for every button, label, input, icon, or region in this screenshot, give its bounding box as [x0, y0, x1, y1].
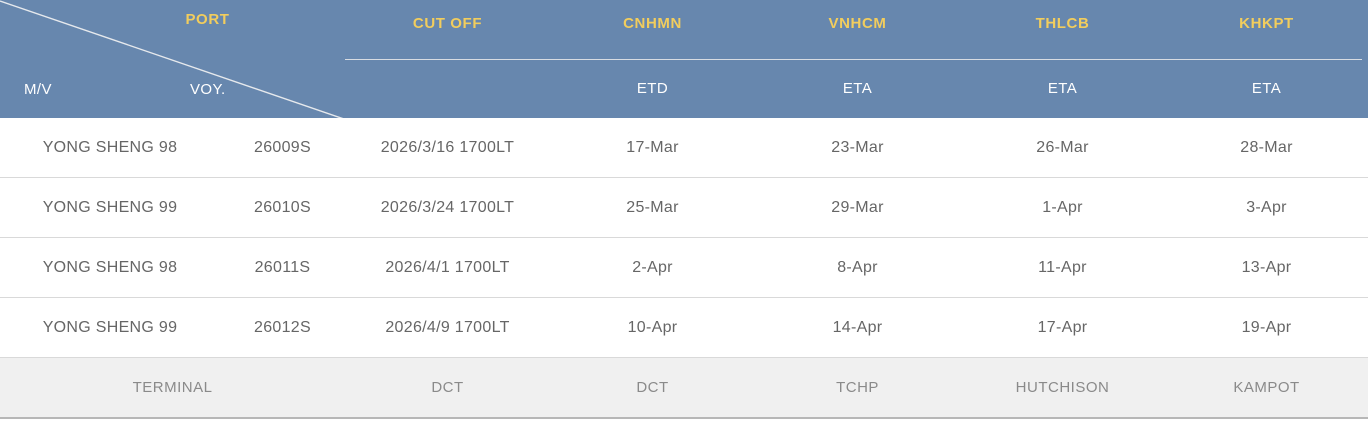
corner-port-label: PORT [185, 11, 230, 28]
terminal-label: TERMINAL [132, 379, 213, 396]
cutoff-cell: 2026/3/24 1700LT [380, 198, 515, 216]
cutoff-cell: 2026/3/16 1700LT [380, 138, 515, 156]
voyage-cell: 26009S [254, 138, 311, 156]
cnhmn-etd-cell: 10-Apr [627, 318, 678, 336]
vnhcm-eta-cell: 29-Mar [831, 198, 884, 216]
khkpt-eta-cell: 13-Apr [1241, 258, 1292, 276]
subheader-thlcb-eta: ETA [1047, 80, 1078, 97]
table-row: YONG SHENG 98 26009S 2026/3/16 1700LT 17… [0, 118, 1368, 178]
subheader-vnhcm-eta: ETA [842, 80, 873, 97]
vessel-name-cell: YONG SHENG 99 [42, 198, 178, 216]
thlcb-eta-cell: 11-Apr [1038, 258, 1087, 276]
cnhmn-etd-cell: 2-Apr [632, 258, 673, 276]
khkpt-eta-cell: 19-Apr [1241, 318, 1292, 336]
thlcb-eta-cell: 17-Apr [1037, 318, 1088, 336]
vessel-name-cell: YONG SHENG 98 [42, 138, 178, 156]
column-header-thlcb: THLCB [1035, 15, 1090, 32]
cnhmn-etd-cell: 25-Mar [626, 198, 679, 216]
vessel-name-cell: YONG SHENG 99 [42, 318, 178, 336]
terminal-row: TERMINAL DCT DCT TCHP HUTCHISON KAMPOT [0, 358, 1368, 417]
table-row: YONG SHENG 99 26010S 2026/3/24 1700LT 25… [0, 178, 1368, 238]
table-header: PORT M/V VOY. CUT OFF CNHMN VNHCM THLCB … [0, 0, 1368, 118]
vnhcm-eta-cell: 14-Apr [832, 318, 883, 336]
subheader-cutoff-empty [345, 59, 550, 118]
terminal-khkpt-cell: KAMPOT [1233, 379, 1300, 396]
cutoff-cell: 2026/4/9 1700LT [385, 318, 510, 336]
terminal-thlcb-cell: HUTCHISON [1015, 379, 1110, 396]
voyage-cell: 26012S [254, 318, 311, 336]
subheader-khkpt-eta: ETA [1251, 80, 1282, 97]
khkpt-eta-cell: 28-Mar [1240, 138, 1293, 156]
thlcb-eta-cell: 1-Apr [1042, 198, 1083, 216]
terminal-vnhcm-cell: TCHP [836, 379, 879, 396]
corner-vessel-label: M/V [24, 81, 52, 98]
vessel-name-cell: YONG SHENG 98 [42, 258, 178, 276]
vnhcm-eta-cell: 8-Apr [837, 258, 878, 276]
table-row: YONG SHENG 98 26011S 2026/4/1 1700LT 2-A… [0, 238, 1368, 298]
voyage-cell: 26011S [254, 258, 311, 276]
column-header-khkpt: KHKPT [1239, 15, 1294, 32]
table-bottom-border [0, 417, 1368, 419]
corner-voyage-label: VOY. [190, 81, 226, 98]
voyage-cell: 26010S [254, 198, 311, 216]
corner-header-cell: PORT M/V VOY. [0, 0, 345, 118]
terminal-cutoff-cell: DCT [431, 379, 464, 396]
terminal-cnhmn-cell: DCT [636, 379, 669, 396]
khkpt-eta-cell: 3-Apr [1246, 198, 1287, 216]
port-columns-header: CUT OFF CNHMN VNHCM THLCB KHKPT ETD ETA … [345, 0, 1368, 118]
column-header-vnhcm: VNHCM [828, 15, 887, 32]
vnhcm-eta-cell: 23-Mar [831, 138, 884, 156]
subheader-cnhmn-etd: ETD [636, 80, 669, 97]
column-header-cutoff: CUT OFF [412, 15, 483, 32]
thlcb-eta-cell: 26-Mar [1036, 138, 1089, 156]
table-row: YONG SHENG 99 26012S 2026/4/9 1700LT 10-… [0, 298, 1368, 358]
cnhmn-etd-cell: 17-Mar [626, 138, 679, 156]
column-header-cnhmn: CNHMN [623, 15, 682, 32]
diagonal-split-line [0, 0, 344, 118]
header-divider-line [345, 59, 1362, 60]
cutoff-cell: 2026/4/1 1700LT [385, 258, 510, 276]
